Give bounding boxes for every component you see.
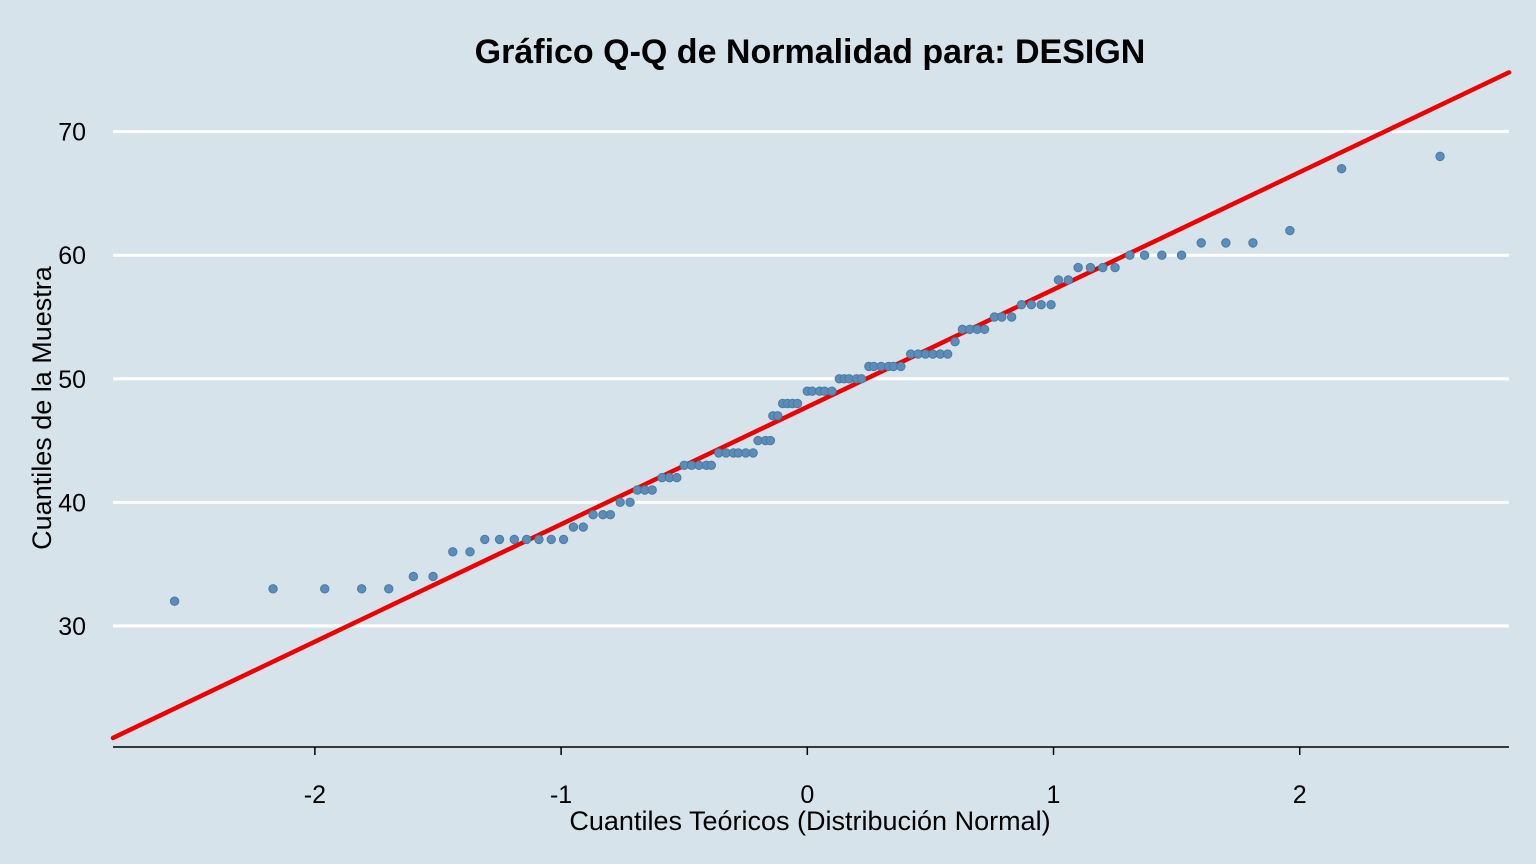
data-point-28 <box>672 472 682 483</box>
x-tick-label-1: 1 <box>1047 781 1061 809</box>
data-point-25 <box>647 485 657 495</box>
x-tick-label--2: -2 <box>304 781 326 809</box>
data-point-95 <box>1248 238 1258 248</box>
data-point-13 <box>534 534 544 545</box>
data-point-77 <box>997 312 1007 322</box>
data-point-12 <box>521 534 532 545</box>
data-point-10 <box>494 534 505 545</box>
data-point-20 <box>605 510 616 520</box>
data-point-11 <box>509 534 520 545</box>
y-tick-label-30: 30 <box>58 613 86 641</box>
y-tick-label-50: 50 <box>58 366 86 394</box>
data-point-85 <box>1073 262 1083 273</box>
gridlines <box>113 130 1509 628</box>
qq-reference-line <box>110 70 1512 741</box>
data-point-84 <box>1063 275 1073 285</box>
data-points <box>169 151 1445 606</box>
data-point-4 <box>384 584 394 594</box>
data-point-42 <box>765 435 776 446</box>
data-point-87 <box>1098 262 1108 273</box>
data-point-9 <box>480 534 490 545</box>
data-point-15 <box>558 534 569 545</box>
x-axis-title: Cuantiles Teóricos (Distribución Normal) <box>569 806 1050 836</box>
data-point-21 <box>615 497 625 508</box>
data-point-89 <box>1125 250 1135 260</box>
y-axis-ticks: 30 40 50 60 70 <box>58 119 86 641</box>
data-point-39 <box>748 448 758 458</box>
chart-title: Gráfico Q-Q de Normalidad para: DESIGN <box>475 33 1146 71</box>
data-point-0 <box>169 596 180 606</box>
data-point-64 <box>896 361 906 372</box>
data-point-90 <box>1139 250 1150 260</box>
data-point-18 <box>588 510 598 520</box>
data-point-8 <box>465 547 475 557</box>
data-point-16 <box>568 522 579 532</box>
data-point-82 <box>1046 299 1056 310</box>
data-point-88 <box>1110 262 1120 273</box>
data-point-17 <box>578 522 588 532</box>
x-axis-ticks: -2 -1 0 1 2 <box>304 747 1307 809</box>
data-point-70 <box>942 349 953 359</box>
data-point-91 <box>1157 250 1167 260</box>
data-point-80 <box>1026 299 1037 310</box>
data-point-3 <box>356 584 367 594</box>
data-point-86 <box>1085 262 1096 273</box>
y-tick-label-60: 60 <box>58 242 86 270</box>
data-point-98 <box>1435 151 1445 162</box>
data-point-53 <box>827 386 837 396</box>
data-point-5 <box>408 571 419 582</box>
data-point-81 <box>1036 299 1046 310</box>
data-point-2 <box>320 584 330 594</box>
data-point-79 <box>1016 299 1027 310</box>
x-tick-label-0: 0 <box>800 781 814 809</box>
data-point-96 <box>1285 225 1295 236</box>
data-point-14 <box>546 534 556 545</box>
data-point-75 <box>979 324 990 335</box>
reference-line-group <box>110 70 1512 741</box>
data-point-1 <box>268 584 278 594</box>
data-point-44 <box>773 411 783 421</box>
data-point-33 <box>706 460 716 470</box>
data-point-7 <box>448 547 458 557</box>
data-point-22 <box>625 497 635 508</box>
x-tick-label--1: -1 <box>550 781 572 809</box>
data-point-83 <box>1053 275 1064 285</box>
y-axis-title: Cuantiles de la Muestra <box>27 265 57 550</box>
data-point-48 <box>792 398 803 409</box>
x-tick-label-2: 2 <box>1293 781 1307 809</box>
data-point-71 <box>950 337 960 347</box>
data-point-92 <box>1176 250 1187 260</box>
data-point-58 <box>856 374 867 384</box>
y-tick-label-40: 40 <box>58 489 86 517</box>
data-point-97 <box>1336 164 1347 174</box>
data-point-6 <box>428 571 438 582</box>
data-point-93 <box>1196 238 1206 248</box>
y-tick-label-70: 70 <box>58 119 86 147</box>
data-point-94 <box>1221 238 1231 248</box>
data-point-78 <box>1006 312 1017 322</box>
